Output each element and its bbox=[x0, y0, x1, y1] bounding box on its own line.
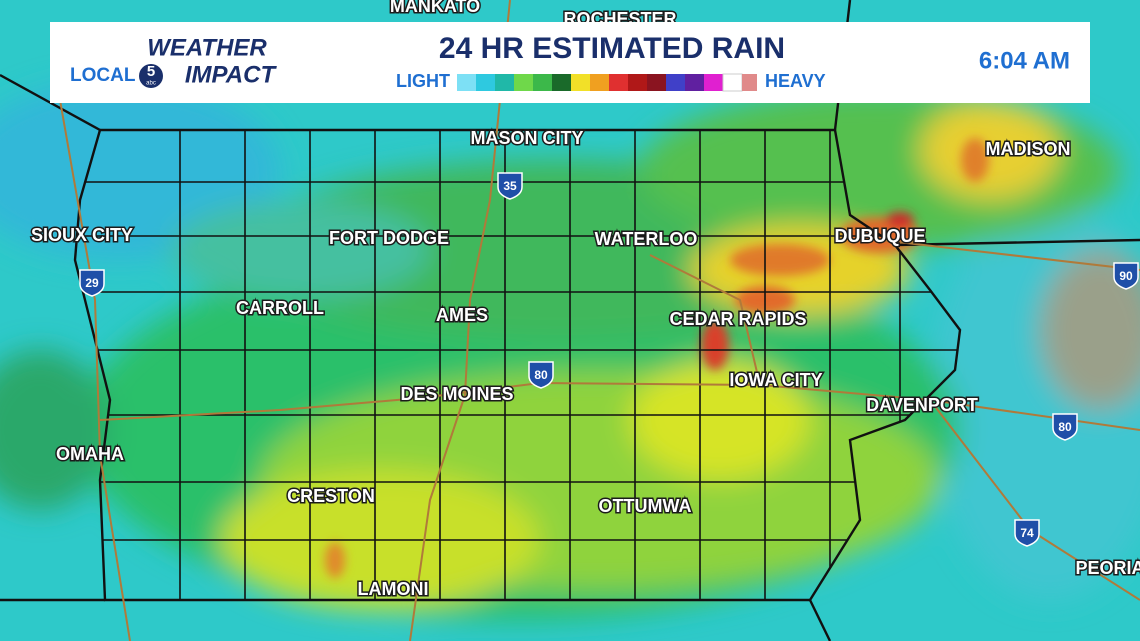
city-label: FORT DODGE bbox=[329, 228, 449, 248]
interstate-shields: 35 29 80 90 80 74 bbox=[79, 172, 1139, 547]
city-label: OMAHA bbox=[56, 444, 124, 464]
city-label: MANKATO bbox=[390, 0, 480, 16]
header-banner: WEATHER LOCAL 5 abc IMPACT 24 HR ESTIMAT… bbox=[50, 22, 1090, 103]
logo-weather: WEATHER bbox=[147, 34, 267, 61]
legend-scale bbox=[457, 73, 757, 92]
logo-circle bbox=[139, 64, 163, 88]
city-label: DUBUQUE bbox=[834, 226, 925, 246]
interstate-shield: 35 bbox=[497, 172, 523, 200]
shield-number: 29 bbox=[85, 276, 99, 290]
city-label: AMES bbox=[436, 305, 488, 325]
city-label: CEDAR RAPIDS bbox=[669, 309, 806, 329]
shield-number: 74 bbox=[1020, 526, 1034, 540]
header-title: 24 HR ESTIMATED RAIN bbox=[439, 32, 785, 65]
city-label: DES MOINES bbox=[400, 384, 513, 404]
shield-number: 35 bbox=[503, 179, 517, 193]
city-label: LAMONI bbox=[358, 579, 429, 599]
interstate-shield: 80 bbox=[1052, 413, 1078, 441]
city-label: PEORIA bbox=[1075, 558, 1140, 578]
logo-impact: IMPACT bbox=[185, 61, 278, 88]
interstate-shield: 74 bbox=[1014, 519, 1040, 547]
shield-number: 80 bbox=[534, 368, 548, 382]
city-label: OTTUMWA bbox=[599, 496, 692, 516]
logo-channel: 5 bbox=[147, 63, 155, 80]
city-label: DAVENPORT bbox=[866, 395, 978, 415]
city-labels: MANKATO ROCHESTER MASON CITY MADISON SIO… bbox=[29, 0, 1140, 600]
logo-local: LOCAL bbox=[70, 65, 136, 86]
shield-number: 90 bbox=[1119, 269, 1133, 283]
legend-heavy: HEAVY bbox=[765, 71, 826, 91]
city-label: IOWA CITY bbox=[729, 370, 822, 390]
interstate-shield: 80 bbox=[528, 361, 554, 389]
interstate-shield: 29 bbox=[79, 269, 105, 297]
shield-number: 80 bbox=[1058, 420, 1072, 434]
city-label: CRESTON bbox=[287, 486, 375, 506]
city-label: SIOUX CITY bbox=[31, 225, 133, 245]
city-label: MADISON bbox=[986, 139, 1071, 159]
logo-network: abc bbox=[146, 81, 156, 87]
city-label: MASON CITY bbox=[470, 128, 583, 148]
interstate-shield: 90 bbox=[1113, 262, 1139, 290]
city-label: WATERLOO bbox=[595, 229, 698, 249]
legend-light: LIGHT bbox=[396, 71, 450, 91]
header-time: 6:04 AM bbox=[979, 47, 1070, 74]
city-label: CARROLL bbox=[236, 298, 324, 318]
